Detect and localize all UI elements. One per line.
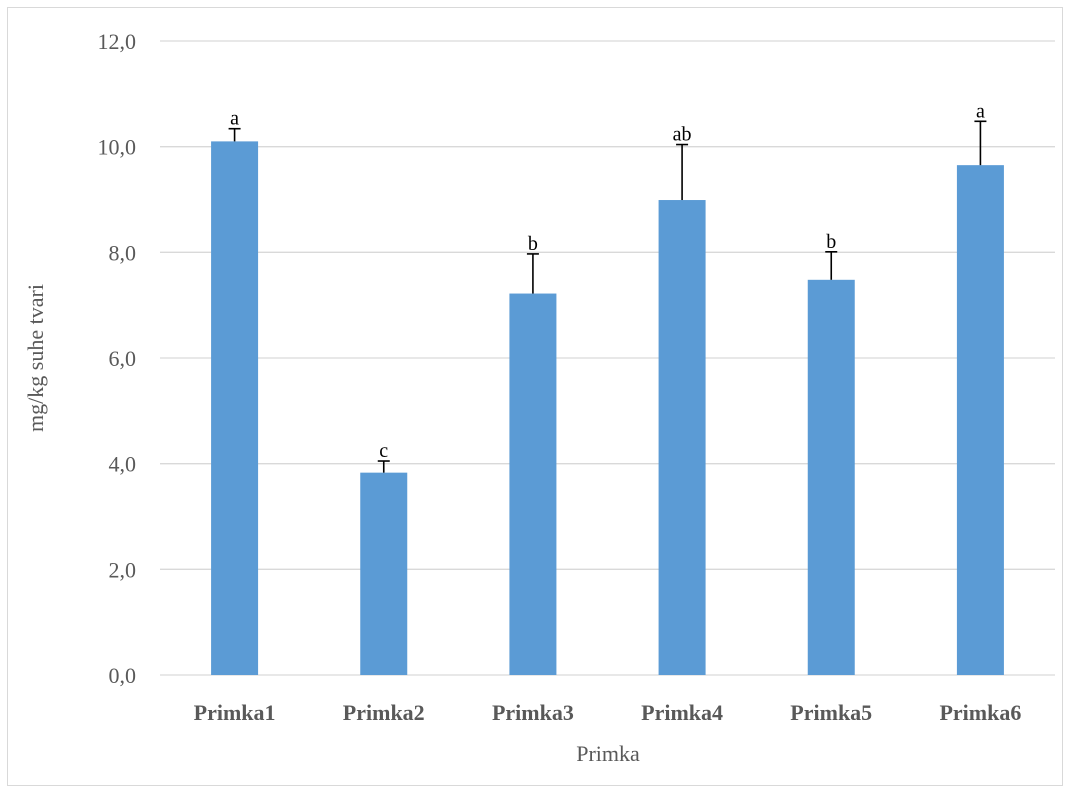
bar	[360, 472, 408, 675]
y-tick-label: 6,0	[109, 346, 137, 371]
x-axis-title: Primka	[576, 741, 640, 766]
significance-label: b	[826, 231, 836, 253]
error-bars	[228, 120, 987, 473]
y-tick-label: 8,0	[109, 240, 137, 265]
y-tick-labels: 0,0 2,0 4,0 6,0 8,0 10,0 12,0	[98, 29, 137, 688]
y-tick-label: 4,0	[109, 452, 137, 477]
significance-labels: a c b ab b a	[230, 100, 985, 462]
significance-label: a	[976, 100, 985, 122]
bar	[807, 279, 855, 675]
bar	[509, 293, 557, 675]
x-category-label: Primka2	[343, 700, 425, 725]
x-category-label: Primka4	[641, 700, 723, 725]
significance-label: ab	[673, 124, 692, 146]
gridlines	[160, 40, 1055, 676]
x-category-label: Primka3	[492, 700, 574, 725]
bar	[658, 200, 706, 676]
bar	[211, 141, 259, 676]
bar	[956, 165, 1004, 676]
y-tick-label: 0,0	[109, 663, 137, 688]
y-axis-title: mg/kg suhe tvari	[23, 284, 48, 432]
significance-label: c	[379, 440, 388, 462]
y-tick-label: 10,0	[98, 135, 137, 160]
x-category-label: Primka6	[939, 700, 1021, 725]
significance-label: b	[528, 233, 538, 255]
x-category-label: Primka5	[790, 700, 872, 725]
bars	[211, 141, 1004, 676]
y-tick-label: 12,0	[98, 29, 137, 54]
significance-label: a	[230, 108, 239, 130]
x-category-label: Primka1	[194, 700, 276, 725]
y-tick-label: 2,0	[109, 557, 137, 582]
x-category-labels: Primka1 Primka2 Primka3 Primka4 Primka5 Primk…	[194, 700, 1022, 725]
